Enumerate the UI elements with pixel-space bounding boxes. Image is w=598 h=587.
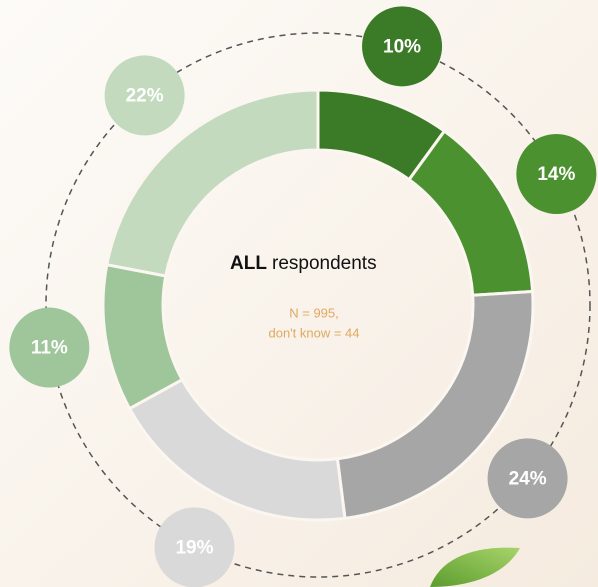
donut bbox=[101, 88, 535, 522]
value-label: 10% bbox=[383, 36, 421, 57]
value-bubble bbox=[9, 307, 90, 388]
value-label: 11% bbox=[31, 338, 68, 359]
value-bubble bbox=[154, 507, 235, 587]
note: N = 995, bbox=[289, 305, 339, 320]
value-bubble bbox=[487, 438, 568, 519]
segment bbox=[105, 88, 320, 278]
dashed-ring bbox=[45, 32, 591, 578]
value-label: 22% bbox=[126, 85, 164, 106]
value-label: 19% bbox=[175, 537, 213, 558]
leaf bbox=[430, 547, 520, 587]
value-bubble bbox=[104, 55, 185, 136]
center-label-bold: ALL bbox=[230, 253, 267, 274]
center-label: respondents bbox=[272, 253, 377, 274]
note: don't know = 44 bbox=[268, 325, 359, 340]
value-bubble bbox=[516, 133, 597, 214]
value-bubble bbox=[362, 6, 443, 87]
value-label: 24% bbox=[509, 468, 547, 489]
value-label: 14% bbox=[537, 164, 575, 185]
